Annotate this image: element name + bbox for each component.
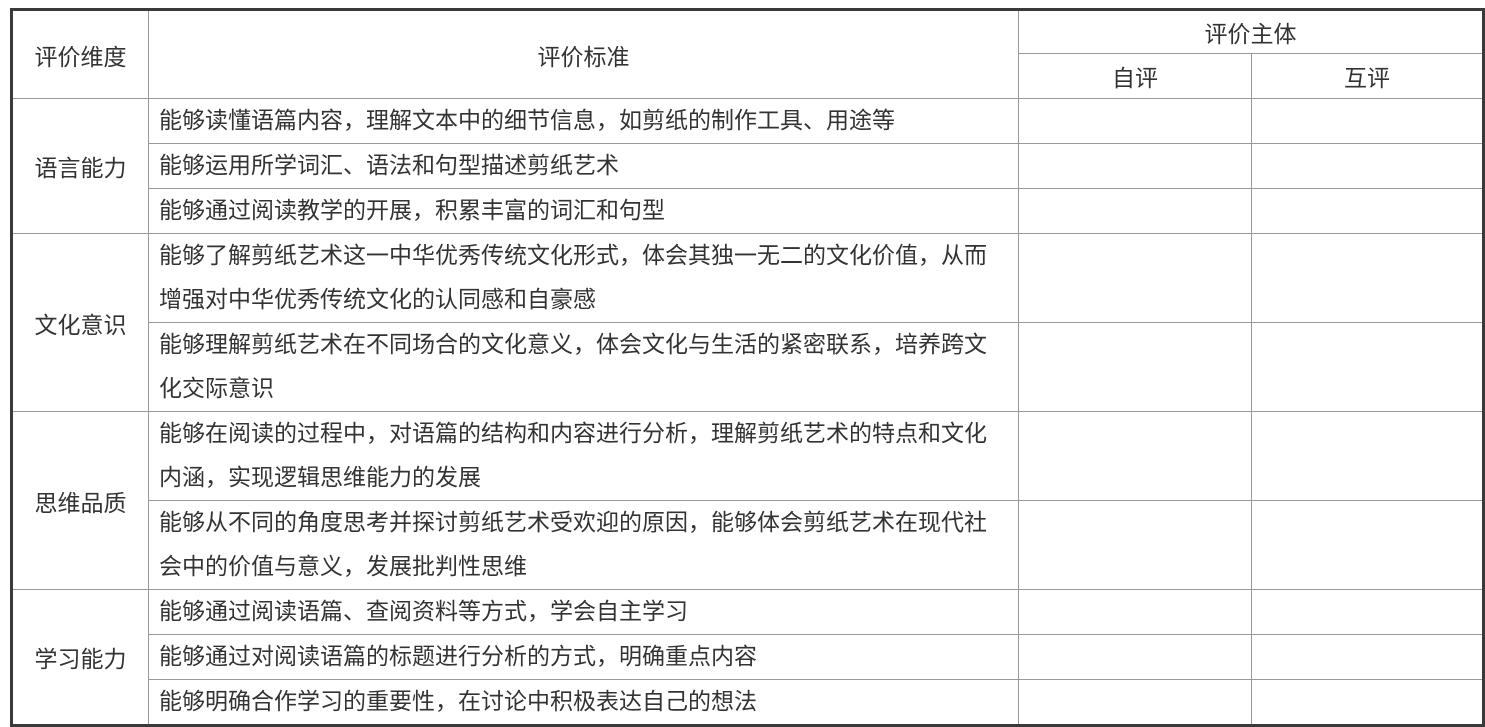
table-row: 思维品质 能够在阅读的过程中，对语篇的结构和内容进行分析，理解剪纸艺术的特点和文化… [11, 411, 1484, 590]
header-dimension: 评价维度 [11, 9, 149, 99]
self-eval-cell[interactable] [1018, 500, 1252, 590]
self-eval-cell[interactable] [1018, 634, 1252, 680]
table-row: 能够通过阅读教学的开展，积累丰富的词汇和句型 [12, 188, 1484, 234]
peer-eval-cell[interactable] [1251, 589, 1484, 635]
evaluation-table: 评价维度 评价标准 评价主体 自评 互评 语言能力 能够读懂语篇内容，理解文本中的… [10, 8, 1485, 727]
peer-eval-cell[interactable] [1251, 634, 1484, 680]
criteria-cell: 能够通过对阅读语篇的标题进行分析的方式，明确重点内容 [148, 634, 1019, 680]
dimension-cell: 思维品质 [11, 411, 149, 590]
self-eval-cell[interactable] [1018, 98, 1252, 144]
table-row: 能够通过对阅读语篇的标题进行分析的方式，明确重点内容 [12, 634, 1484, 680]
header-subject: 评价主体 [1018, 9, 1484, 54]
dimension-cell: 文化意识 [11, 233, 149, 412]
self-eval-cell[interactable] [1018, 188, 1252, 234]
peer-eval-cell[interactable] [1251, 98, 1484, 144]
table-row: 能够明确合作学习的重要性，在讨论中积极表达自己的想法 [12, 679, 1484, 726]
criteria-cell: 能够明确合作学习的重要性，在讨论中积极表达自己的想法 [148, 679, 1019, 726]
table-row: 文化意识 能够了解剪纸艺术这一中华优秀传统文化形式，体会其独一无二的文化价值，从而… [11, 233, 1484, 412]
peer-eval-cell[interactable] [1251, 233, 1484, 323]
table-row: 学习能力 能够通过阅读语篇、查阅资料等方式，学会自主学习 [11, 589, 1484, 726]
self-eval-cell[interactable] [1018, 143, 1252, 189]
peer-eval-cell[interactable] [1251, 411, 1484, 501]
self-eval-cell[interactable] [1018, 233, 1252, 323]
peer-eval-cell[interactable] [1251, 679, 1484, 726]
table-row: 能够从不同的角度思考并探讨剪纸艺术受欢迎的原因，能够体会剪纸艺术在现代社会中的价… [12, 500, 1484, 590]
criteria-cell: 能够理解剪纸艺术在不同场合的文化意义，体会文化与生活的紧密联系，培养跨文化交际意… [148, 322, 1019, 412]
self-eval-cell[interactable] [1018, 679, 1252, 726]
criteria-cell: 能够在阅读的过程中，对语篇的结构和内容进行分析，理解剪纸艺术的特点和文化内涵，实… [148, 411, 1019, 501]
table-row: 语言能力 能够读懂语篇内容，理解文本中的细节信息，如剪纸的制作工具、用途等 [11, 98, 1484, 234]
criteria-cell: 能够运用所学词汇、语法和句型描述剪纸艺术 [148, 143, 1019, 189]
criteria-cell: 能够了解剪纸艺术这一中华优秀传统文化形式，体会其独一无二的文化价值，从而增强对中… [148, 233, 1019, 323]
table-row: 能够运用所学词汇、语法和句型描述剪纸艺术 [12, 143, 1484, 189]
header-criteria: 评价标准 [148, 9, 1019, 99]
peer-eval-cell[interactable] [1251, 188, 1484, 234]
header-peer: 互评 [1251, 53, 1484, 99]
criteria-cell: 能够从不同的角度思考并探讨剪纸艺术受欢迎的原因，能够体会剪纸艺术在现代社会中的价… [148, 500, 1019, 590]
self-eval-cell[interactable] [1018, 589, 1252, 635]
peer-eval-cell[interactable] [1251, 143, 1484, 189]
self-eval-cell[interactable] [1018, 322, 1252, 412]
self-eval-cell[interactable] [1018, 411, 1252, 501]
dimension-cell: 学习能力 [11, 589, 149, 726]
criteria-cell: 能够读懂语篇内容，理解文本中的细节信息，如剪纸的制作工具、用途等 [148, 98, 1019, 144]
peer-eval-cell[interactable] [1251, 322, 1484, 412]
header-self: 自评 [1018, 53, 1252, 99]
criteria-cell: 能够通过阅读语篇、查阅资料等方式，学会自主学习 [148, 589, 1019, 635]
dimension-cell: 语言能力 [11, 98, 149, 234]
peer-eval-cell[interactable] [1251, 500, 1484, 590]
table-row: 能够理解剪纸艺术在不同场合的文化意义，体会文化与生活的紧密联系，培养跨文化交际意… [12, 322, 1484, 412]
criteria-cell: 能够通过阅读教学的开展，积累丰富的词汇和句型 [148, 188, 1019, 234]
